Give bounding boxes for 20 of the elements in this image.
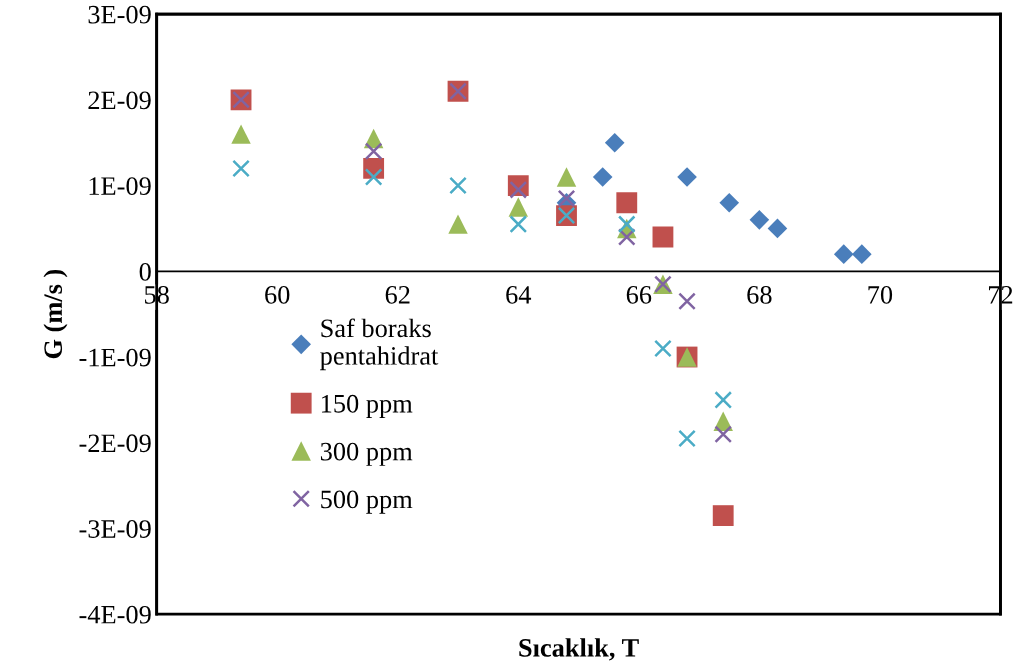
y-tick-label: -2E-09 (79, 434, 151, 453)
x-tick-label: 68 (747, 285, 772, 304)
x-tick-label: 66 (626, 286, 652, 304)
y-tick-label: 1E-09 (89, 177, 151, 195)
y-tick-label: -1E-09 (79, 348, 151, 367)
x-tick-label: 64 (506, 286, 532, 304)
x-tick-label: 62 (385, 286, 410, 304)
legend-label: 500 ppm (321, 490, 413, 514)
y-axis-title: G (m/s ) (43, 269, 68, 359)
legend-label: Saf boraks pentahidrat (320, 318, 439, 371)
y-tick-label: 0 (139, 262, 151, 281)
legend-label: 300 ppm (320, 442, 413, 466)
y-tick-label: -3E-09 (79, 520, 151, 538)
x-axis-title: Sıcaklık, T (519, 638, 639, 661)
y-tick-label: -4E-09 (79, 605, 151, 624)
x-tick-label: 60 (265, 285, 290, 304)
legend-label: 150 ppm (321, 394, 413, 419)
x-tick-label: 70 (868, 285, 893, 304)
y-tick-label: 3E-09 (88, 5, 151, 24)
y-tick-label: 2E-09 (88, 91, 151, 110)
